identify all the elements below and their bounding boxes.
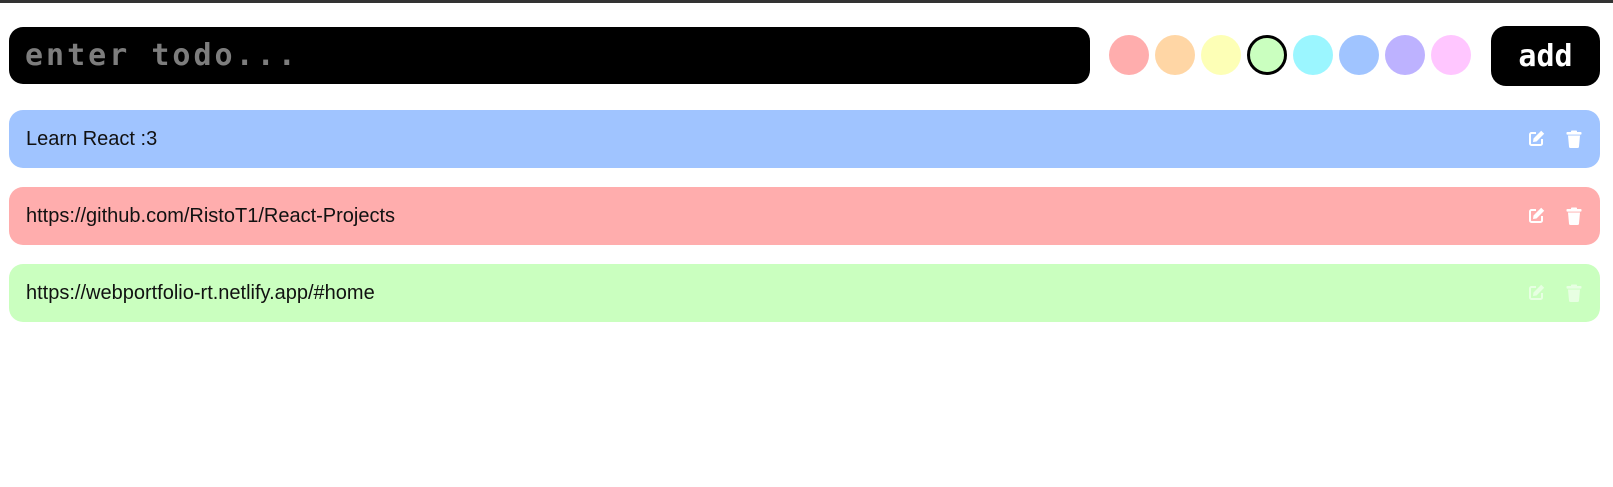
todo-input-row: add — [9, 26, 1600, 86]
top-border — [0, 0, 1613, 3]
color-swatch-purple[interactable] — [1385, 35, 1425, 75]
todo-item: Learn React :3 — [9, 110, 1600, 168]
trash-icon[interactable] — [1564, 283, 1584, 303]
todo-text: Learn React :3 — [26, 127, 158, 150]
trash-icon[interactable] — [1564, 206, 1584, 226]
add-button[interactable]: add — [1491, 26, 1600, 86]
todo-text: https://webportfolio-rt.netlify.app/#hom… — [26, 281, 375, 304]
edit-icon[interactable] — [1526, 206, 1546, 226]
trash-icon[interactable] — [1564, 129, 1584, 149]
color-swatch-pink[interactable] — [1431, 35, 1471, 75]
todo-list: Learn React :3 https://github.com/RistoT… — [9, 110, 1600, 341]
edit-icon[interactable] — [1526, 283, 1546, 303]
color-swatch-green[interactable] — [1247, 35, 1287, 75]
todo-input[interactable] — [9, 27, 1090, 84]
todo-item: https://github.com/RistoT1/React-Project… — [9, 187, 1600, 245]
todo-item: https://webportfolio-rt.netlify.app/#hom… — [9, 264, 1600, 322]
color-swatch-yellow[interactable] — [1201, 35, 1241, 75]
todo-text: https://github.com/RistoT1/React-Project… — [26, 204, 396, 227]
color-swatch-orange[interactable] — [1155, 35, 1195, 75]
color-swatch-cyan[interactable] — [1293, 35, 1333, 75]
color-swatch-blue[interactable] — [1339, 35, 1379, 75]
color-swatch-red[interactable] — [1109, 35, 1149, 75]
edit-icon[interactable] — [1526, 129, 1546, 149]
